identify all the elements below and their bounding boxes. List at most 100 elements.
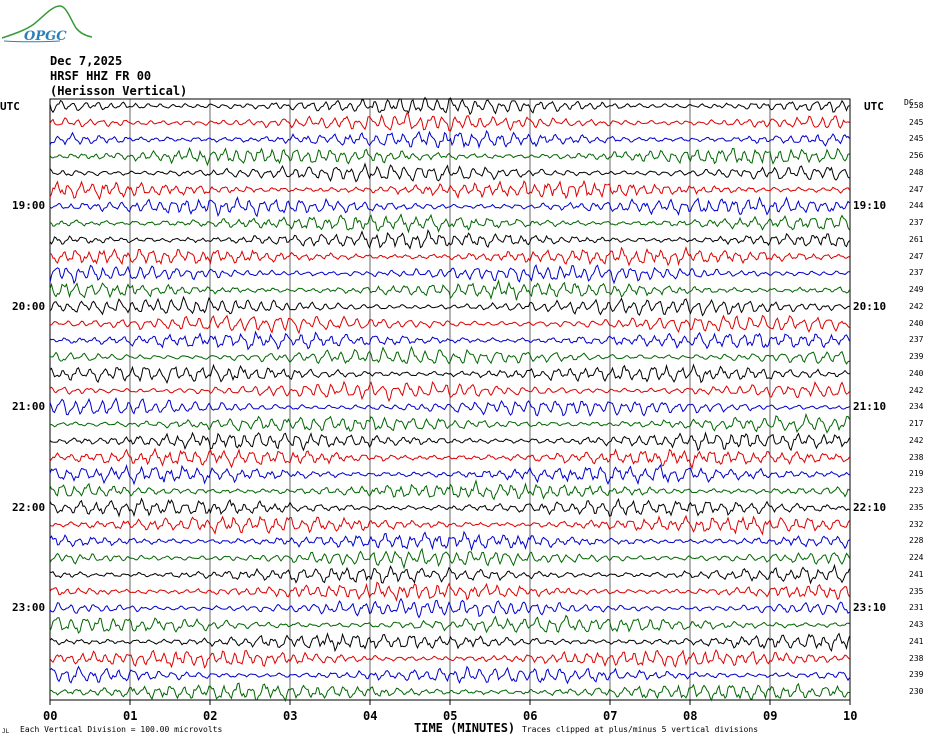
dc-offset-value: 249 [909, 285, 924, 295]
x-tick-label: 10 [843, 709, 858, 723]
hour-label-right: 20:10 [853, 299, 887, 313]
seismic-trace [49, 363, 850, 385]
dc-offset-value: 237 [909, 218, 924, 228]
seismic-trace [49, 245, 850, 267]
seismic-trace [49, 682, 850, 703]
x-tick-label: 00 [43, 709, 58, 723]
x-tick-label: 01 [123, 709, 138, 723]
seismic-trace [49, 129, 850, 149]
seismic-trace [49, 463, 850, 486]
seismic-trace [49, 397, 850, 417]
seismic-trace [49, 649, 850, 669]
seismic-trace [49, 431, 850, 452]
dc-offset-value: 237 [909, 335, 924, 345]
hour-label-right: 19:10 [853, 199, 887, 213]
seismic-trace [49, 478, 850, 501]
x-tick-label: 06 [523, 709, 538, 723]
hour-label-right: 21:10 [853, 400, 887, 414]
hour-label-left: 21:00 [12, 400, 46, 414]
dc-offset-value: 241 [909, 636, 924, 646]
dc-offset-value: 224 [909, 553, 924, 563]
dc-offset-value: 256 [909, 151, 924, 161]
seismic-trace [49, 146, 850, 167]
hour-label-right: 22:10 [853, 500, 887, 514]
seismic-trace [49, 264, 850, 285]
dc-offset-value: 230 [909, 687, 924, 696]
seismic-trace [49, 514, 850, 536]
dc-offset-value: 235 [909, 502, 924, 512]
seismic-trace [49, 345, 850, 365]
seismic-trace [49, 563, 850, 585]
seismic-trace [49, 111, 850, 132]
x-tick-label: 07 [603, 709, 618, 723]
dc-axis-title: DC [904, 98, 914, 107]
traces-layer [49, 96, 850, 703]
x-tick-label: 08 [683, 709, 698, 723]
dc-offset-value: 239 [909, 352, 924, 362]
opgc-logo: OPGC [1, 5, 93, 44]
dc-offset-value: 228 [909, 536, 924, 546]
seismic-trace [49, 614, 850, 635]
seismic-trace [49, 196, 850, 218]
record-date: Dec 7,2025 [50, 54, 123, 68]
dc-offset-value: 243 [909, 620, 924, 630]
seismic-trace [49, 530, 850, 552]
scale-note: Each Vertical Division = 100.00 microvol… [20, 725, 223, 734]
seismic-trace [49, 330, 850, 351]
dc-offset-value: 235 [909, 586, 924, 596]
seismic-trace [50, 314, 850, 335]
hour-label-left: 23:00 [12, 601, 46, 615]
dc-offset-value: 237 [909, 268, 924, 278]
dc-offset-value: 248 [909, 167, 924, 177]
dc-offset-value: 242 [909, 435, 924, 445]
clip-note: Traces clipped at plus/minus 5 vertical … [522, 725, 759, 734]
seismic-trace [49, 447, 850, 470]
seismic-trace [49, 581, 850, 602]
seismic-trace [49, 213, 850, 234]
seismic-trace [49, 497, 850, 518]
dc-offset-value: 238 [909, 653, 924, 663]
station-name: (Herisson Vertical) [50, 84, 188, 98]
seismic-trace [49, 279, 850, 301]
dc-offset-value: 232 [909, 519, 924, 529]
seismic-trace [49, 412, 850, 434]
seismic-trace [49, 162, 850, 183]
dc-offset-value: 238 [909, 452, 924, 462]
dc-offset-value: 247 [909, 251, 924, 261]
x-tick-label: 05 [443, 709, 458, 723]
hour-label-left: 20:00 [12, 299, 46, 313]
plot-grid [49, 98, 851, 705]
dc-offset-value: 240 [909, 368, 924, 378]
dc-offset-value: 258 [909, 101, 924, 110]
dc-offset-value: 245 [909, 117, 924, 127]
x-tick-label: 09 [763, 709, 778, 723]
dc-offset-value: 241 [909, 569, 924, 579]
x-tick-label: 04 [363, 709, 378, 723]
dc-offset-value: 239 [909, 670, 924, 680]
footer-corner: JL [2, 728, 10, 735]
dc-offset-value: 247 [909, 184, 924, 194]
seismic-trace [49, 228, 850, 250]
seismic-trace [49, 96, 850, 116]
dc-offset-value: 240 [909, 318, 924, 328]
dc-offset-value: 219 [909, 469, 924, 479]
dc-offset-value: 223 [909, 486, 924, 496]
x-tick-label: 02 [203, 709, 218, 723]
dc-offset-value: 217 [909, 419, 924, 429]
seismic-trace [49, 380, 850, 403]
seismic-trace [49, 547, 850, 570]
hour-label-left: 22:00 [12, 500, 46, 514]
seismic-trace [49, 665, 850, 685]
right-axis-title: UTC [864, 100, 884, 113]
x-axis-label: TIME (MINUTES) [414, 721, 516, 735]
logo-text: OPGC [24, 29, 67, 44]
x-tick-label: 03 [283, 709, 298, 723]
seismic-trace [49, 179, 850, 201]
dc-offset-value: 244 [909, 201, 924, 211]
dc-offset-value: 234 [909, 402, 924, 412]
left-axis-title: UTC [0, 100, 20, 113]
dc-offset-value: 261 [909, 234, 924, 244]
seismic-trace [49, 597, 850, 619]
seismic-trace [49, 632, 850, 653]
